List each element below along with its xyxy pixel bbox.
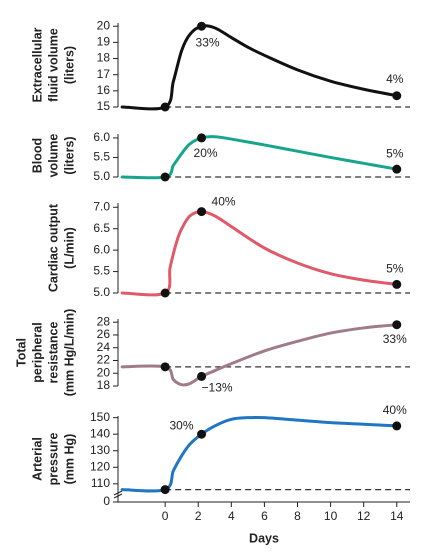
y-tick-label: 26 bbox=[97, 327, 111, 341]
data-line bbox=[120, 24, 399, 111]
y-tick-label: 20 bbox=[97, 18, 111, 32]
y-axis-title: (liters) bbox=[62, 136, 76, 174]
x-tick-label: 2 bbox=[195, 509, 202, 523]
y-axis-title: (mm Hg) bbox=[62, 434, 76, 485]
y-axis-title: (liters) bbox=[62, 46, 76, 84]
y-tick-label: 150 bbox=[90, 410, 110, 424]
marker bbox=[197, 371, 207, 381]
marker-label: 20% bbox=[194, 146, 218, 160]
y-tick-label: 5.0 bbox=[93, 285, 110, 299]
y-tick-label: 22 bbox=[97, 353, 111, 367]
axis-break bbox=[113, 490, 123, 496]
marker-label: 4% bbox=[386, 72, 404, 86]
marker-label: −13% bbox=[202, 381, 233, 395]
x-tick-label: 12 bbox=[357, 509, 371, 523]
marker bbox=[160, 288, 170, 298]
y-tick-label: 18 bbox=[97, 51, 111, 65]
marker-label: 40% bbox=[383, 403, 407, 417]
x-tick-label: 6 bbox=[261, 509, 268, 523]
y-axis-title: Cardiac output bbox=[46, 203, 60, 292]
marker bbox=[392, 164, 402, 174]
y-tick-label: 0 bbox=[103, 494, 110, 508]
y-axis-title: pressure bbox=[46, 433, 60, 486]
y-axis-title: Blood bbox=[30, 138, 44, 173]
y-tick-label: 15 bbox=[97, 99, 111, 113]
y-tick-label: 5.0 bbox=[93, 169, 110, 183]
marker-label: 33% bbox=[196, 35, 220, 49]
y-tick-label: 16 bbox=[97, 83, 111, 97]
x-tick-label: 8 bbox=[294, 509, 301, 523]
y-tick-label: 7.0 bbox=[93, 199, 110, 213]
y-tick-label: 18 bbox=[97, 378, 111, 392]
axis-break bbox=[113, 493, 123, 499]
y-tick-label: 140 bbox=[90, 426, 110, 440]
y-axis-title: resistance bbox=[46, 322, 60, 384]
x-axis-title: Days bbox=[249, 531, 279, 545]
y-tick-label: 17 bbox=[97, 67, 111, 81]
y-axis-title: Arterial bbox=[30, 437, 44, 481]
marker-label: 30% bbox=[170, 418, 194, 432]
y-axis-title: Total bbox=[14, 338, 28, 367]
y-tick-label: 6.5 bbox=[93, 221, 110, 235]
marker-label: 40% bbox=[212, 195, 236, 209]
y-tick-label: 6.0 bbox=[93, 130, 110, 144]
y-axis-title: fluid volume bbox=[46, 28, 60, 102]
marker-label: 5% bbox=[386, 146, 404, 160]
y-axis-title: (L/min) bbox=[62, 227, 76, 269]
y-axis-title: Extracellular bbox=[30, 27, 44, 102]
y-tick-label: 110 bbox=[91, 476, 110, 490]
marker bbox=[160, 172, 170, 182]
x-tick-label: 10 bbox=[324, 509, 338, 523]
y-axis-title: volume bbox=[46, 134, 60, 178]
y-tick-label: 19 bbox=[97, 35, 111, 49]
marker-label: 5% bbox=[386, 262, 404, 276]
x-tick-label: 0 bbox=[162, 509, 169, 523]
y-tick-label: 28 bbox=[97, 314, 111, 328]
y-tick-label: 5.5 bbox=[93, 264, 110, 278]
marker-label: 33% bbox=[383, 332, 407, 346]
marker bbox=[197, 21, 207, 31]
marker bbox=[392, 279, 402, 289]
marker bbox=[160, 102, 170, 112]
data-line bbox=[120, 210, 399, 297]
y-axis-title: peripheral bbox=[30, 322, 44, 382]
x-tick-label: 14 bbox=[390, 509, 404, 523]
data-line bbox=[120, 415, 399, 493]
y-tick-label: 120 bbox=[90, 459, 110, 473]
y-tick-label: 20 bbox=[97, 365, 111, 379]
y-tick-label: 5.5 bbox=[93, 150, 110, 164]
data-line bbox=[120, 323, 399, 387]
y-tick-label: 6.0 bbox=[93, 242, 110, 256]
marker bbox=[197, 207, 207, 217]
marker bbox=[392, 91, 402, 101]
marker bbox=[197, 429, 207, 439]
marker bbox=[160, 362, 170, 372]
marker bbox=[392, 421, 402, 431]
marker bbox=[197, 133, 207, 143]
y-axis-title: (mm Hg/L/min) bbox=[62, 309, 76, 397]
x-tick-label: 4 bbox=[228, 509, 235, 523]
marker bbox=[160, 485, 170, 495]
y-tick-label: 130 bbox=[90, 443, 110, 457]
data-line bbox=[120, 135, 399, 180]
y-tick-label: 24 bbox=[97, 340, 111, 354]
marker bbox=[392, 320, 402, 330]
